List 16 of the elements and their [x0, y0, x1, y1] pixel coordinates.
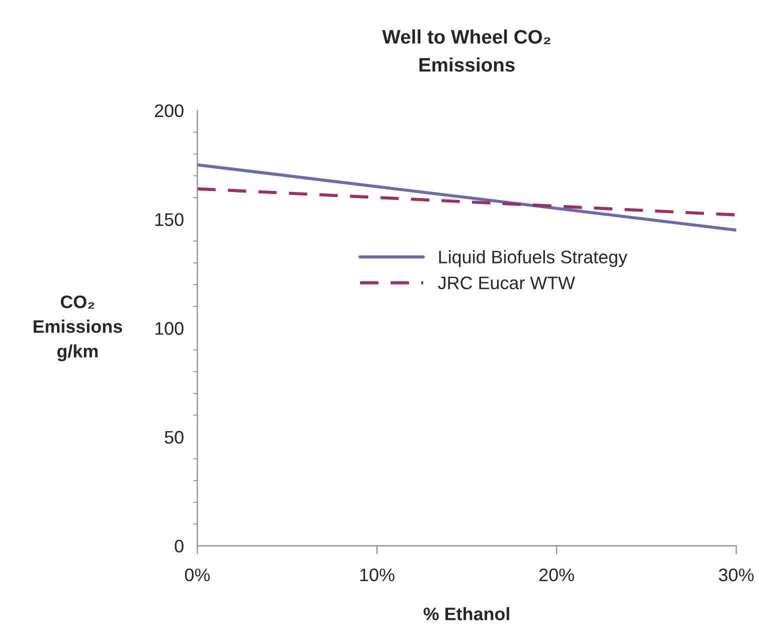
line-series: [197, 187, 736, 216]
legend-label: JRC Eucar WTW: [438, 276, 576, 290]
x-tick-label: 0%: [184, 568, 210, 582]
y-axis-title: CO₂ Emissions g/km: [34, 295, 122, 362]
y-tick-label: 200: [154, 104, 184, 118]
line-series: [197, 163, 736, 232]
x-tick-label: 10%: [360, 568, 394, 582]
y-tick-label: 0: [174, 540, 184, 553]
legend-label: Liquid Biofuels Strategy: [439, 250, 628, 268]
y-tick-label: 50: [164, 430, 184, 444]
x-axis-title: % Ethanol: [424, 607, 510, 620]
chart-title: Well to Wheel CO₂ Emissions: [382, 29, 550, 72]
x-tick-label: 20%: [539, 568, 574, 582]
y-tick-label: 150: [155, 213, 184, 226]
y-tick-label: 100: [155, 322, 184, 335]
x-tick-label: 30%: [718, 568, 754, 582]
